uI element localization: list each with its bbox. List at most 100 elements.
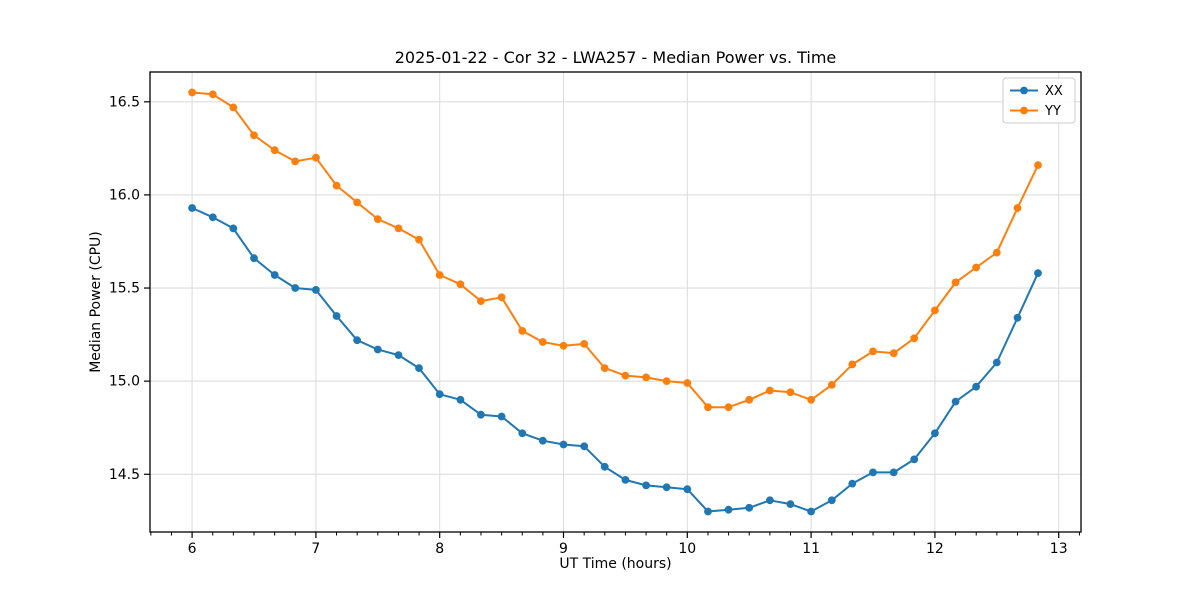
series-yy-marker <box>848 360 857 369</box>
series-xx-marker <box>580 442 589 451</box>
series-xx-marker <box>704 507 712 516</box>
x-tick-label: 12 <box>926 541 944 557</box>
series-xx-marker <box>1013 313 1022 322</box>
series-yy-marker <box>992 248 1001 257</box>
series-yy-marker <box>312 153 320 162</box>
x-tick-label: 10 <box>678 541 696 557</box>
series-xx-marker <box>456 395 465 404</box>
series-xx-marker <box>972 382 980 391</box>
chart-title: 2025-01-22 - Cor 32 - LWA257 - Median Po… <box>394 48 837 67</box>
series-xx-marker <box>435 390 444 399</box>
series-xx-marker <box>229 224 238 233</box>
legend-marker-yy <box>1020 106 1028 115</box>
series-xx-marker <box>642 481 650 490</box>
series-yy-marker <box>1013 204 1022 212</box>
series-xx-marker <box>766 496 774 505</box>
x-tick-label: 6 <box>188 541 197 557</box>
x-axis-label: UT Time (hours) <box>559 556 672 572</box>
legend-marker-xx <box>1020 86 1028 95</box>
series-yy-marker <box>704 403 712 412</box>
series-xx-marker <box>848 479 857 488</box>
series-yy-marker <box>724 403 733 412</box>
series-xx-marker <box>538 436 547 445</box>
series-xx-marker <box>951 397 960 406</box>
series-yy-marker <box>869 347 877 356</box>
series-yy-marker <box>373 215 382 224</box>
series-yy-marker <box>497 293 506 302</box>
series-xx-marker <box>415 364 423 372</box>
series-xx-marker <box>1034 269 1042 277</box>
series-xx-marker <box>291 284 300 292</box>
series-yy-marker <box>188 88 197 97</box>
series-yy-marker <box>807 395 815 404</box>
y-tick-label: 16.5 <box>109 94 140 110</box>
series-xx-marker <box>332 312 341 320</box>
series-yy-marker <box>291 157 300 166</box>
series-xx-marker <box>724 505 733 514</box>
series-xx-marker <box>889 468 898 477</box>
x-tick-label: 9 <box>559 541 568 557</box>
series-yy-marker <box>538 338 547 346</box>
series-xx-marker <box>992 358 1001 367</box>
series-yy-marker <box>332 181 341 190</box>
series-xx-marker <box>931 429 939 438</box>
series-yy-marker <box>415 235 423 244</box>
x-tick-label: 11 <box>802 541 820 557</box>
series-xx-marker <box>745 503 754 512</box>
series-xx-marker <box>250 254 258 263</box>
series-xx-marker <box>394 351 403 359</box>
series-yy-marker <box>683 379 692 387</box>
series-xx-marker <box>910 455 919 464</box>
series-yy-marker <box>353 198 361 207</box>
series-xx-marker <box>208 213 217 222</box>
series-yy-marker <box>972 263 980 272</box>
series-xx-line <box>191 207 1039 513</box>
y-tick-label: 15.0 <box>109 374 140 390</box>
x-tick-label: 8 <box>435 541 444 557</box>
axes-spines <box>149 71 1082 533</box>
series-yy-marker <box>786 388 795 397</box>
series-xx-marker <box>373 345 382 354</box>
series-yy-marker <box>518 327 527 335</box>
legend-box <box>1002 77 1076 124</box>
series-yy-marker <box>889 349 898 358</box>
series-yy-marker <box>951 278 960 287</box>
series-xx-marker <box>827 496 836 505</box>
x-tick-label: 7 <box>311 541 320 557</box>
series-yy-marker <box>662 377 671 385</box>
series-yy-marker <box>931 306 939 315</box>
series-yy-marker <box>910 334 919 343</box>
series-yy-marker <box>477 297 485 305</box>
series-yy-marker <box>745 395 754 404</box>
series-yy-marker <box>766 386 774 395</box>
y-tick-label: 14.5 <box>109 467 140 483</box>
x-tick-label: 13 <box>1050 541 1068 557</box>
legend-label-xx: XX <box>1045 84 1063 99</box>
series-yy-marker <box>229 103 238 112</box>
series-yy-marker <box>827 381 836 389</box>
series-xx-marker <box>270 271 279 279</box>
series-xx-marker <box>807 507 815 516</box>
series-xx-marker <box>497 412 506 421</box>
series-xx-marker <box>621 476 630 484</box>
series-xx-marker <box>518 429 527 438</box>
series-yy-marker <box>1034 161 1042 170</box>
series-xx-marker <box>662 483 671 492</box>
series-xx-marker <box>600 462 609 471</box>
series-xx-marker <box>353 336 361 345</box>
series-yy-marker <box>642 373 650 382</box>
series-xx-marker <box>559 440 568 449</box>
series-xx-marker <box>188 204 197 212</box>
legend-label-yy: YY <box>1044 104 1061 119</box>
series-yy-marker <box>580 340 589 348</box>
series-xx-marker <box>683 485 692 494</box>
series-yy-marker <box>250 131 258 140</box>
series-yy-marker <box>456 280 465 289</box>
series-yy-marker <box>621 371 630 380</box>
series-xx-marker <box>869 468 877 477</box>
series-xx-marker <box>312 286 320 294</box>
series-yy-marker <box>600 364 609 372</box>
y-tick-label: 15.5 <box>109 281 140 297</box>
